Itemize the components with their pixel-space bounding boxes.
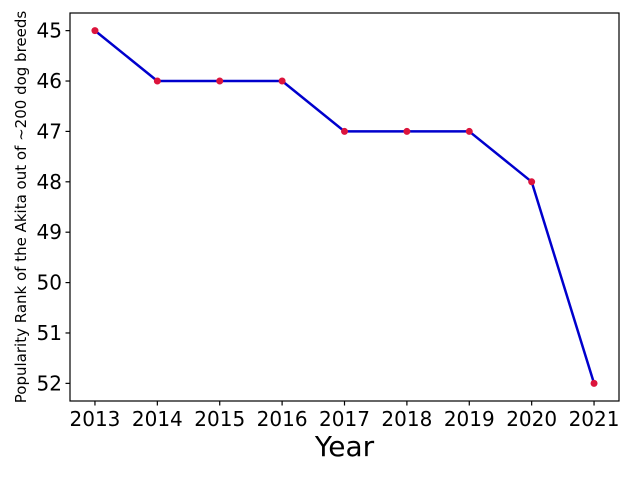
y-tick-label: 49 — [37, 220, 62, 244]
data-point — [528, 178, 536, 186]
x-axis-ticks: 2013 2014 2015 2016 2017 2018 2019 2020 2021 — [70, 401, 620, 431]
x-tick-label: 2013 — [70, 407, 121, 431]
data-point — [216, 77, 224, 85]
x-tick-label: 2021 — [569, 407, 620, 431]
y-tick-label: 51 — [37, 321, 62, 345]
data-point — [403, 127, 411, 135]
y-tick-label: 46 — [37, 69, 62, 93]
y-tick-label: 47 — [37, 119, 62, 143]
x-tick-label: 2015 — [194, 407, 245, 431]
data-point — [341, 127, 348, 135]
x-tick-label: 2016 — [257, 407, 308, 431]
plot-area — [69, 12, 620, 402]
x-tick-label: 2018 — [381, 407, 432, 431]
data-line — [93, 29, 596, 385]
y-axis-ticks: 45 46 47 48 49 50 51 52 — [37, 19, 70, 395]
x-tick-label: 2014 — [132, 407, 183, 431]
y-tick-label: 50 — [37, 271, 62, 295]
x-tick-label: 2019 — [444, 407, 495, 431]
data-point — [465, 127, 473, 135]
data-point — [91, 27, 99, 35]
data-point — [153, 77, 161, 85]
x-tick-label: 2017 — [319, 407, 370, 431]
y-axis-label: Popularity Rank of the Akita out of ~200… — [12, 11, 30, 404]
data-point — [590, 379, 598, 387]
x-axis-label: Year — [314, 430, 375, 463]
data-series — [91, 27, 598, 387]
y-tick-label: 48 — [37, 170, 62, 194]
x-tick-label: 2020 — [506, 407, 557, 431]
y-tick-label: 45 — [37, 19, 62, 43]
data-point — [278, 77, 286, 85]
y-tick-label: 52 — [37, 371, 62, 395]
